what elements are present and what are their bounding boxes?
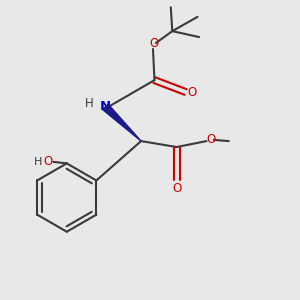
Text: N: N	[100, 100, 111, 113]
Polygon shape	[103, 104, 141, 141]
Text: O: O	[150, 37, 159, 50]
Text: H: H	[85, 97, 93, 110]
Text: O: O	[188, 86, 197, 99]
Text: O: O	[206, 134, 216, 146]
Text: O: O	[44, 155, 53, 168]
Text: O: O	[172, 182, 182, 194]
Text: H: H	[34, 157, 43, 167]
